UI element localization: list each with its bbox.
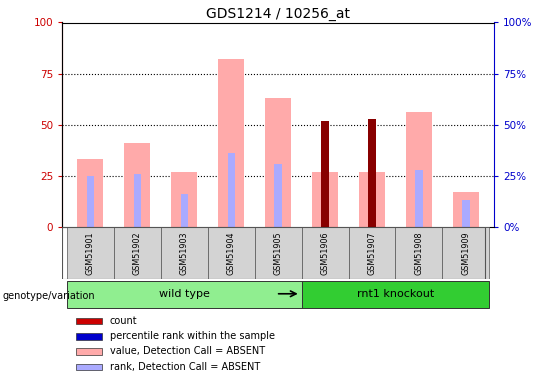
Text: GSM51905: GSM51905: [274, 231, 282, 275]
Bar: [301, 227, 348, 279]
Bar: [227, 153, 235, 227]
Bar: [218, 59, 244, 227]
Text: GSM51907: GSM51907: [368, 231, 376, 275]
Bar: [86, 176, 94, 227]
Bar: [321, 121, 329, 227]
Bar: [368, 118, 376, 227]
Text: count: count: [110, 316, 137, 326]
Bar: [124, 143, 150, 227]
Text: GSM51903: GSM51903: [180, 231, 188, 275]
Text: percentile rank within the sample: percentile rank within the sample: [110, 331, 275, 341]
Bar: [274, 164, 282, 227]
Bar: [321, 170, 329, 227]
Text: genotype/variation: genotype/variation: [3, 291, 96, 301]
Bar: [462, 200, 470, 227]
Bar: [255, 227, 301, 279]
Bar: [76, 348, 103, 355]
Bar: [67, 227, 114, 279]
Bar: [76, 318, 103, 324]
Text: GSM51902: GSM51902: [133, 231, 141, 275]
Bar: [265, 98, 291, 227]
Bar: [453, 192, 479, 227]
Bar: [348, 227, 395, 279]
Text: GSM51904: GSM51904: [227, 231, 235, 275]
Bar: [76, 333, 103, 340]
Text: rank, Detection Call = ABSENT: rank, Detection Call = ABSENT: [110, 362, 260, 372]
Bar: [133, 174, 141, 227]
Bar: [161, 227, 208, 279]
Bar: [208, 227, 255, 279]
Text: wild type: wild type: [159, 289, 210, 299]
Bar: [312, 172, 338, 227]
Bar: [114, 227, 161, 279]
Bar: [180, 194, 188, 227]
Bar: [77, 159, 103, 227]
Text: value, Detection Call = ABSENT: value, Detection Call = ABSENT: [110, 346, 265, 356]
Text: rnt1 knockout: rnt1 knockout: [357, 289, 434, 299]
Bar: [76, 364, 103, 370]
Bar: [415, 170, 423, 227]
Text: GSM51909: GSM51909: [461, 231, 470, 275]
Bar: [395, 227, 442, 279]
Text: GSM51906: GSM51906: [321, 231, 329, 275]
Bar: [442, 227, 489, 279]
Bar: [368, 168, 376, 227]
Bar: [359, 172, 385, 227]
Bar: [301, 281, 489, 308]
Title: GDS1214 / 10256_at: GDS1214 / 10256_at: [206, 8, 350, 21]
Text: GSM51908: GSM51908: [415, 231, 423, 275]
Bar: [406, 112, 432, 227]
Bar: [67, 281, 301, 308]
Text: GSM51901: GSM51901: [86, 231, 95, 275]
Bar: [171, 172, 197, 227]
